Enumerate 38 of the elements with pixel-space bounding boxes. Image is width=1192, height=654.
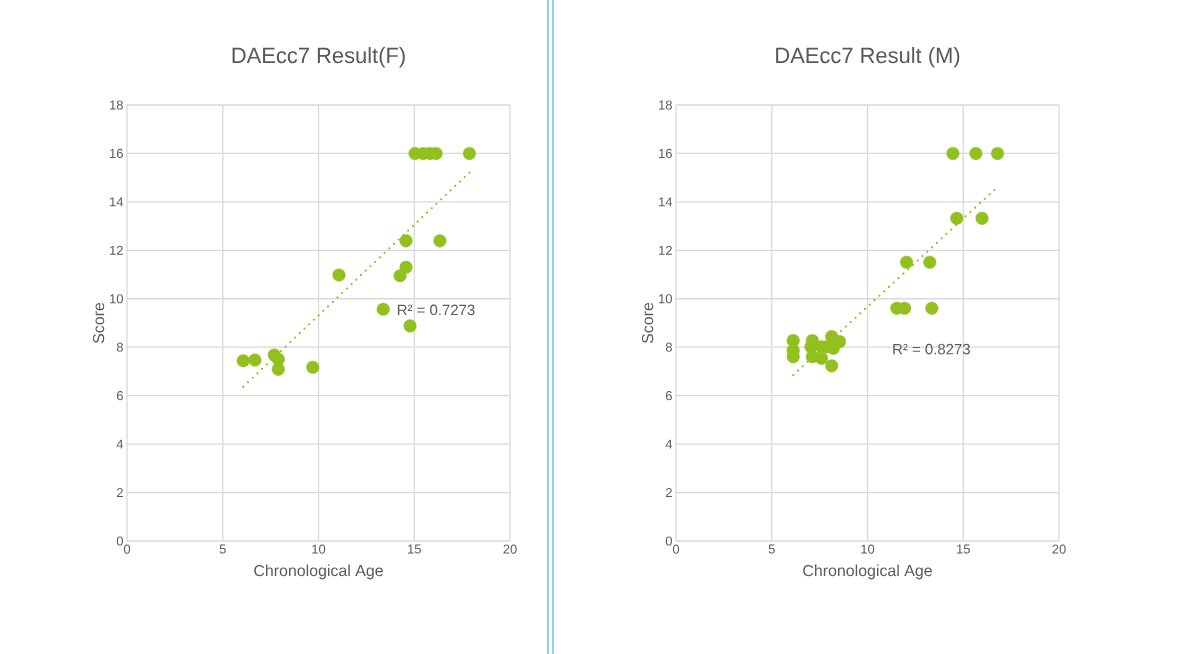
y-tick-label: 12 — [659, 245, 672, 255]
x-tick-label: 5 — [219, 544, 226, 554]
x-axis-title: Chronological Age — [803, 564, 932, 580]
annotation: R² = 0.7273 — [397, 304, 475, 316]
y-tick-label: 2 — [665, 488, 672, 498]
chart-title: DAEcc7 Result (M) — [776, 47, 960, 68]
y-tick-label: 10 — [110, 294, 123, 304]
y-tick-label: 14 — [659, 197, 673, 207]
y-tick-label: 2 — [116, 488, 123, 498]
y-tick-label: 18 — [110, 100, 123, 110]
y-tick-label: 0 — [116, 536, 123, 546]
x-tick-label: 0 — [123, 544, 131, 554]
x-tick-label: 10 — [861, 544, 875, 554]
x-tick-label: 5 — [768, 544, 775, 554]
y-tick-label: 4 — [116, 439, 124, 449]
x-tick-label: 15 — [957, 544, 970, 554]
y-tick-label: 6 — [116, 391, 123, 401]
y-tick-label: 16 — [659, 148, 672, 159]
y-tick-label: 8 — [665, 342, 672, 352]
y-tick-label: 18 — [659, 100, 672, 110]
x-tick-label: 20 — [1052, 544, 1066, 554]
x-tick-label: 0 — [672, 544, 680, 554]
y-tick-label: 4 — [665, 439, 673, 449]
y-tick-label: 10 — [659, 294, 672, 304]
annotation: R² = 0.8273 — [893, 343, 970, 355]
y-tick-label: 8 — [116, 342, 123, 352]
y-axis-title: Score — [92, 302, 105, 344]
y-tick-label: 12 — [110, 245, 123, 255]
x-axis-title: Chronological Age — [254, 564, 383, 580]
x-tick-label: 15 — [408, 544, 421, 554]
x-tick-label: 20 — [503, 544, 517, 554]
y-tick-label: 6 — [665, 391, 672, 401]
y-tick-label: 0 — [665, 536, 672, 546]
y-tick-label: 14 — [110, 197, 124, 207]
y-axis-title: Score — [641, 302, 654, 344]
x-tick-label: 10 — [312, 544, 326, 554]
chart-title: DAEcc7 Result(F) — [232, 47, 405, 68]
y-tick-label: 16 — [110, 148, 123, 159]
